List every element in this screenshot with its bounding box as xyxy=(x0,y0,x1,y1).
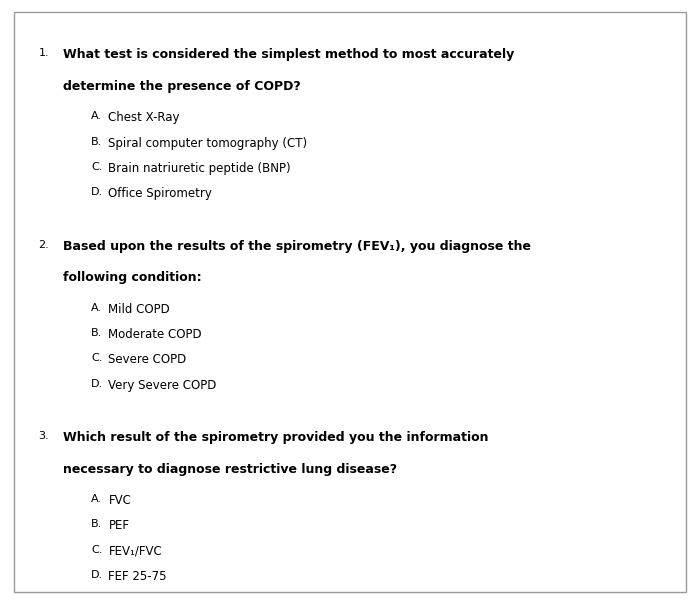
Text: Chest X-Ray: Chest X-Ray xyxy=(108,111,180,124)
Text: A.: A. xyxy=(91,303,102,313)
Text: Mild COPD: Mild COPD xyxy=(108,303,170,316)
Text: C.: C. xyxy=(91,353,102,364)
Text: 1.: 1. xyxy=(38,48,49,59)
Text: Severe COPD: Severe COPD xyxy=(108,353,187,367)
Text: Which result of the spirometry provided you the information: Which result of the spirometry provided … xyxy=(63,431,489,445)
Text: Based upon the results of the spirometry (FEV₁), you diagnose the: Based upon the results of the spirometry… xyxy=(63,240,531,253)
Text: D.: D. xyxy=(91,570,103,580)
Text: Brain natriuretic peptide (BNP): Brain natriuretic peptide (BNP) xyxy=(108,162,291,175)
Text: FEF 25-75: FEF 25-75 xyxy=(108,570,167,583)
Text: C.: C. xyxy=(91,162,102,172)
Text: PEF: PEF xyxy=(108,519,130,533)
FancyBboxPatch shape xyxy=(14,12,686,592)
Text: B.: B. xyxy=(91,137,102,147)
Text: necessary to diagnose restrictive lung disease?: necessary to diagnose restrictive lung d… xyxy=(63,463,397,476)
Text: D.: D. xyxy=(91,187,103,198)
Text: Moderate COPD: Moderate COPD xyxy=(108,328,202,341)
Text: B.: B. xyxy=(91,519,102,530)
Text: What test is considered the simplest method to most accurately: What test is considered the simplest met… xyxy=(63,48,514,62)
Text: Office Spirometry: Office Spirometry xyxy=(108,187,212,201)
Text: 2.: 2. xyxy=(38,240,49,250)
Text: C.: C. xyxy=(91,545,102,555)
Text: A.: A. xyxy=(91,494,102,504)
Text: 3.: 3. xyxy=(38,431,49,442)
Text: B.: B. xyxy=(91,328,102,338)
Text: following condition:: following condition: xyxy=(63,271,202,284)
Text: Spiral computer tomography (CT): Spiral computer tomography (CT) xyxy=(108,137,307,150)
Text: Very Severe COPD: Very Severe COPD xyxy=(108,379,217,392)
Text: A.: A. xyxy=(91,111,102,121)
Text: FEV₁/FVC: FEV₁/FVC xyxy=(108,545,162,558)
Text: determine the presence of COPD?: determine the presence of COPD? xyxy=(63,80,301,93)
Text: FVC: FVC xyxy=(108,494,132,507)
Text: D.: D. xyxy=(91,379,103,389)
